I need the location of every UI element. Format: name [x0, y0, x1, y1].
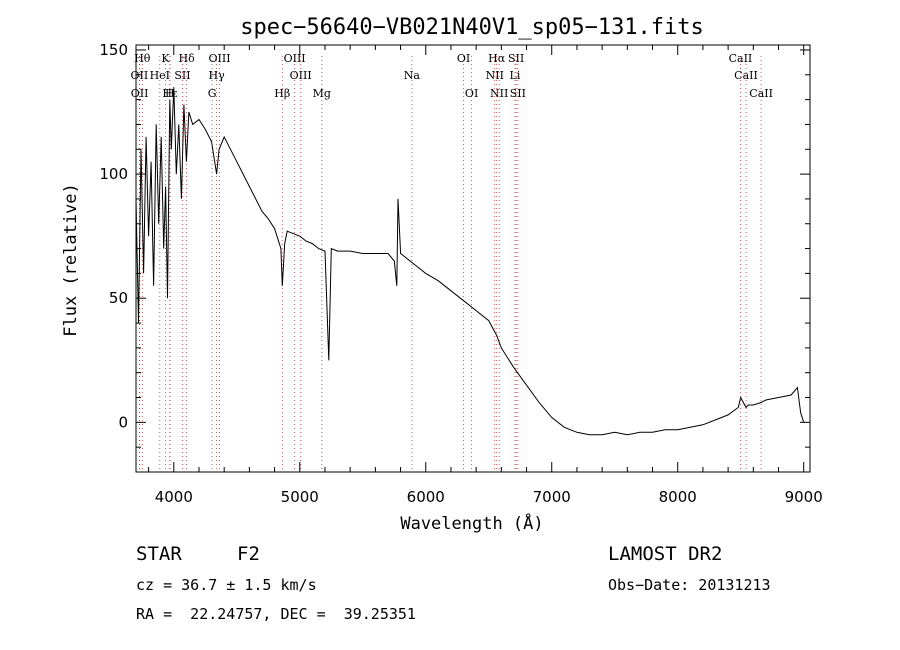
x-tick-label: 5000 [281, 488, 319, 506]
y-tick-label: 0 [118, 413, 128, 431]
object-subclass: F2 [237, 543, 260, 565]
spectral-line-label: Hα [488, 52, 506, 65]
spectral-line-label: SII [174, 69, 190, 82]
spectral-line-label: OIII [208, 52, 230, 65]
y-tick-label: 150 [99, 41, 128, 59]
y-axis-label: Flux (relative) [61, 183, 81, 337]
spectral-line-label: OII [131, 69, 149, 82]
spectral-line-label: K [161, 52, 170, 65]
x-tick-label: 8000 [659, 488, 697, 506]
x-tick-label: 4000 [155, 488, 193, 506]
x-tick-label: 7000 [533, 488, 571, 506]
spectral-line-label: SII [508, 52, 524, 65]
survey-name: LAMOST DR2 [608, 543, 723, 565]
spectral-line-label: Hδ [179, 52, 196, 65]
spectral-line-label: SII [510, 87, 526, 100]
y-axis-ticks: 0 50 100 150 [99, 41, 810, 448]
spectral-line-label: OIII [290, 69, 312, 82]
spectral-line-markers [139, 56, 762, 472]
x-axis-ticks: 4000 5000 6000 7000 8000 9000 [148, 45, 823, 506]
spectral-line-label: NII [486, 69, 504, 82]
spectral-line-label: Mg [313, 87, 331, 100]
spectral-line-label: Hθ [134, 52, 151, 65]
spectral-line-label: OI [457, 52, 470, 65]
spectral-line-label: G [208, 87, 217, 100]
y-tick-label: 100 [99, 165, 128, 183]
spectral-line-label: NII [490, 87, 508, 100]
spectral-line-label: OI [465, 87, 478, 100]
spectral-line-label: Hβ [274, 87, 290, 100]
spectral-line-label: OIII [284, 52, 306, 65]
x-axis-label: Wavelength (Å) [400, 512, 543, 534]
spectral-line-label: Hγ [209, 69, 226, 82]
ra-dec-coordinates: RA = 22.24757, DEC = 39.25351 [136, 605, 416, 623]
spectral-line-label: Li [510, 69, 521, 82]
x-tick-label: 9000 [785, 488, 823, 506]
observation-date: Obs−Date: 20131213 [608, 576, 771, 594]
chart-title: spec−56640−VB021N40V1_sp05−131.fits [240, 15, 704, 40]
redshift-cz: cz = 36.7 ± 1.5 km/s [136, 576, 317, 594]
x-tick-label: 6000 [407, 488, 445, 506]
object-class: STAR [136, 543, 182, 565]
y-tick-label: 50 [109, 289, 128, 307]
spectral-line-label: Na [404, 69, 421, 82]
plot-frame [135, 44, 811, 473]
spectral-line-label: CaII [749, 87, 773, 100]
spectral-line-label: HeI [150, 69, 170, 82]
spectral-line-label: H [165, 87, 175, 100]
spectral-line-label: CaII [734, 69, 758, 82]
spectrum-series-line [135, 87, 805, 436]
spectral-line-label: OII [131, 87, 149, 100]
spectral-line-label: CaII [729, 52, 753, 65]
